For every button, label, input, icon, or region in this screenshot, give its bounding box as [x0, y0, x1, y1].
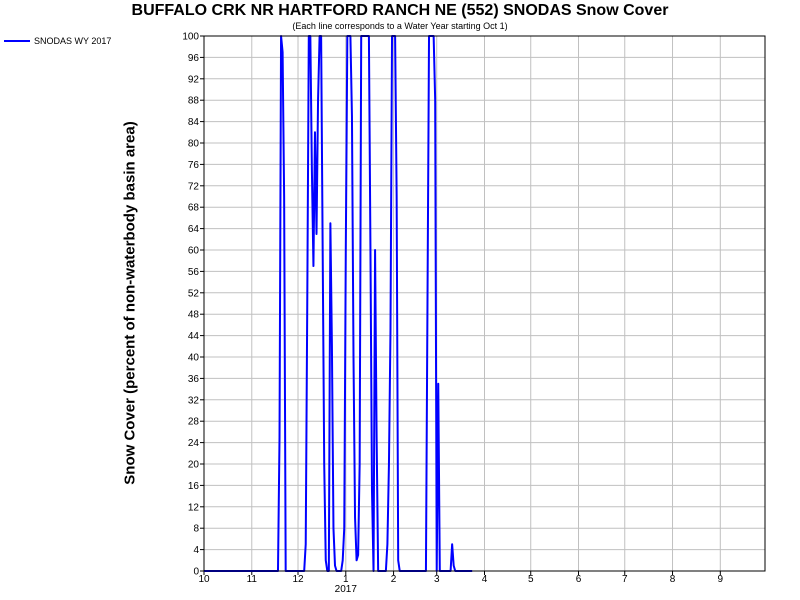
x-tick-label: 12: [292, 574, 304, 585]
series-layer: [204, 35, 473, 572]
gridlines: [203, 35, 765, 572]
y-tick-label: 44: [188, 331, 200, 342]
y-tick-label: 64: [188, 224, 200, 235]
y-tick-label: 24: [188, 438, 200, 449]
series-line: [204, 35, 473, 572]
legend-label: SNODAS WY 2017: [34, 36, 112, 46]
y-tick-label: 0: [193, 567, 199, 578]
y-tick-label: 84: [188, 117, 200, 128]
x-tick-label: 7: [622, 574, 628, 585]
y-tick-label: 92: [188, 74, 200, 85]
x-tick-label: 6: [576, 574, 582, 585]
y-tick-label: 88: [188, 96, 200, 107]
y-tick-label: 96: [188, 53, 200, 64]
y-tick-label: 56: [188, 267, 200, 278]
x-tick-label: 2: [391, 574, 397, 585]
y-tick-label: 60: [188, 246, 200, 257]
y-tick-label: 28: [188, 417, 200, 428]
x-tick-label: 8: [670, 574, 676, 585]
y-axis-ticks: 0481216202428323640444852566064687276808…: [182, 32, 204, 578]
y-tick-label: 8: [193, 524, 199, 535]
y-tick-label: 4: [193, 545, 199, 556]
y-tick-label: 100: [182, 32, 199, 43]
y-tick-label: 80: [188, 139, 200, 150]
plot-frame: [203, 35, 766, 572]
x-tick-label: 10: [198, 574, 210, 585]
y-tick-label: 20: [188, 460, 200, 471]
y-tick-label: 72: [188, 181, 200, 192]
y-tick-label: 48: [188, 310, 200, 321]
x-tick-label: 1: [343, 574, 349, 585]
legend: SNODAS WY 2017: [4, 36, 111, 46]
y-tick-label: 52: [188, 288, 200, 299]
y-tick-label: 12: [188, 502, 200, 513]
x-tick-label: 9: [718, 574, 724, 585]
x-year-label: 2017: [335, 584, 358, 595]
y-tick-label: 36: [188, 374, 200, 385]
x-tick-label: 5: [528, 574, 534, 585]
chart-subtitle: (Each line corresponds to a Water Year s…: [292, 21, 508, 31]
y-tick-label: 40: [188, 353, 200, 364]
y-tick-label: 76: [188, 160, 200, 171]
chart-title: BUFFALO CRK NR HARTFORD RANCH NE (552) S…: [131, 2, 669, 19]
x-tick-label: 11: [247, 574, 258, 585]
y-tick-label: 16: [188, 481, 200, 492]
y-tick-label: 32: [188, 395, 200, 406]
x-tick-label: 3: [434, 574, 440, 585]
y-tick-label: 68: [188, 203, 200, 214]
x-tick-label: 4: [482, 574, 488, 585]
legend-swatch: [4, 40, 30, 42]
